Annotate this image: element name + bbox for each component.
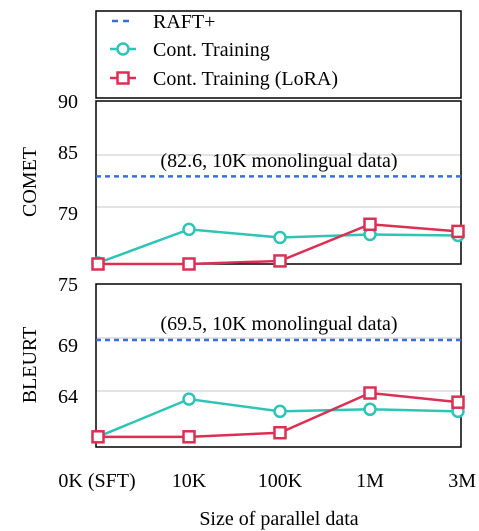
comet-y-axis-label: COMET <box>19 147 41 217</box>
comet-reference-annotation: (82.6, 10K monolingual data) <box>160 150 397 172</box>
y-tick-label: 79 <box>58 203 78 225</box>
data-point-circle <box>273 404 287 419</box>
x-tick-label: 0K (SFT) <box>58 470 135 492</box>
bleurt-panel: 64 69 75 (69.5, 10K monolingual data) BLEU… <box>19 274 465 448</box>
legend-item-cont-training: Cont. Training <box>110 39 270 61</box>
legend-label-cont-training: Cont. Training <box>153 39 270 61</box>
data-point-square <box>451 395 465 409</box>
bleurt-series <box>91 386 465 444</box>
data-point-square <box>363 386 377 400</box>
legend-item-raft: RAFT+ <box>112 11 215 33</box>
legend-item-cont-training-lora: Cont. Training (LoRA) <box>110 68 338 90</box>
comet-panel: 79 85 90 (82.6, 10K monolingual data) COME… <box>19 91 465 271</box>
legend-label-lora: Cont. Training (LoRA) <box>153 68 338 90</box>
data-point-square <box>182 430 196 444</box>
legend: RAFT+ Cont. Training Cont. Training (LoR… <box>95 10 462 99</box>
legend-marker-circle <box>116 42 130 56</box>
bleurt-y-ticks: 64 69 75 <box>58 274 78 408</box>
y-tick-label: 75 <box>58 274 78 296</box>
data-point-circle <box>273 230 287 245</box>
data-point-circle <box>363 402 377 417</box>
x-tick-label: 3M <box>448 470 476 492</box>
x-axis-ticks: 0K (SFT) 10K 100K 1M 3M <box>58 470 476 492</box>
data-point-circle <box>182 392 196 406</box>
data-point-square <box>182 257 196 271</box>
data-point-square <box>451 224 465 239</box>
data-point-square <box>273 425 287 440</box>
x-tick-label: 1M <box>356 470 384 492</box>
comet-series <box>91 217 465 271</box>
y-tick-label: 64 <box>58 386 78 408</box>
legend-marker-square <box>116 71 130 85</box>
data-point-square <box>91 430 105 444</box>
y-tick-label: 69 <box>58 335 78 357</box>
y-tick-label: 85 <box>58 142 78 164</box>
data-point-square <box>363 217 377 232</box>
x-tick-label: 10K <box>172 470 207 492</box>
legend-box <box>95 10 462 99</box>
bleurt-y-axis-label: BLEURT <box>19 327 41 404</box>
data-point-circle <box>182 222 196 237</box>
comet-y-ticks: 79 85 90 <box>58 91 78 225</box>
data-point-square <box>273 254 287 268</box>
x-tick-label: 100K <box>258 470 303 492</box>
data-point-square <box>91 257 105 271</box>
bleurt-plot-frame <box>95 283 462 448</box>
y-tick-label: 90 <box>58 91 78 113</box>
bleurt-reference-annotation: (69.5, 10K monolingual data) <box>160 313 397 335</box>
x-axis-label: Size of parallel data <box>199 508 358 530</box>
legend-label-raft: RAFT+ <box>153 11 215 33</box>
